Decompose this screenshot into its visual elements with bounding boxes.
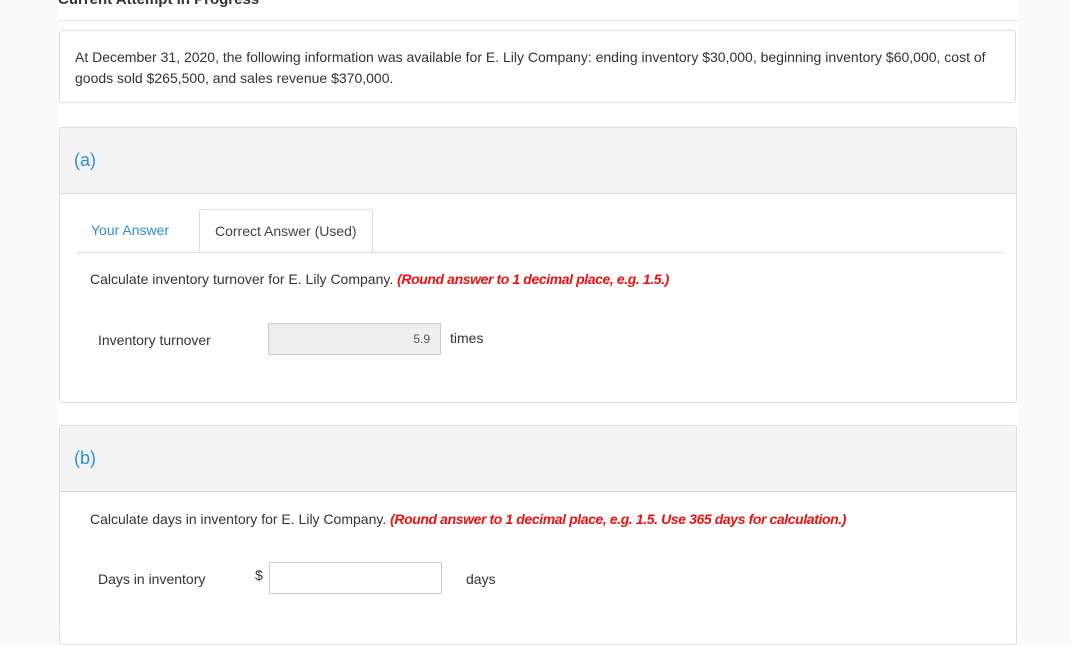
days-in-inventory-input[interactable] <box>269 562 442 594</box>
page-title: Current Attempt in Progress <box>58 0 259 8</box>
part-a-question: Calculate inventory turnover for E. Lily… <box>90 271 669 287</box>
part-b: (b) Calculate days in inventory for E. L… <box>59 425 1017 645</box>
answer-tabs: Your Answer Correct Answer (Used) <box>76 209 1002 253</box>
tab-correct-answer[interactable]: Correct Answer (Used) <box>199 209 373 252</box>
inventory-turnover-label: Inventory turnover <box>98 332 211 348</box>
part-b-question: Calculate days in inventory for E. Lily … <box>90 511 846 527</box>
part-b-label: (b) <box>74 448 96 468</box>
question-text: Calculate days in inventory for E. Lily … <box>90 511 387 527</box>
part-a: (a) Your Answer Correct Answer (Used) Ca… <box>59 127 1017 403</box>
days-in-inventory-label: Days in inventory <box>98 571 206 587</box>
inventory-turnover-input[interactable]: 5.9 <box>268 323 441 355</box>
part-a-header: (a) <box>60 128 1016 194</box>
part-a-label: (a) <box>74 150 96 170</box>
unit-days: days <box>466 571 496 587</box>
question-text: Calculate inventory turnover for E. Lily… <box>90 271 394 287</box>
main-content: Current Attempt in Progress At December … <box>58 0 1019 645</box>
rounding-hint: (Round answer to 1 decimal place, e.g. 1… <box>397 271 669 287</box>
problem-statement: At December 31, 2020, the following info… <box>59 30 1016 103</box>
part-b-header: (b) <box>60 426 1016 492</box>
rounding-hint: (Round answer to 1 decimal place, e.g. 1… <box>390 511 847 527</box>
tab-your-answer[interactable]: Your Answer <box>91 222 170 238</box>
unit-times: times <box>450 330 484 346</box>
divider <box>58 20 1019 21</box>
currency-symbol: $ <box>255 567 263 583</box>
